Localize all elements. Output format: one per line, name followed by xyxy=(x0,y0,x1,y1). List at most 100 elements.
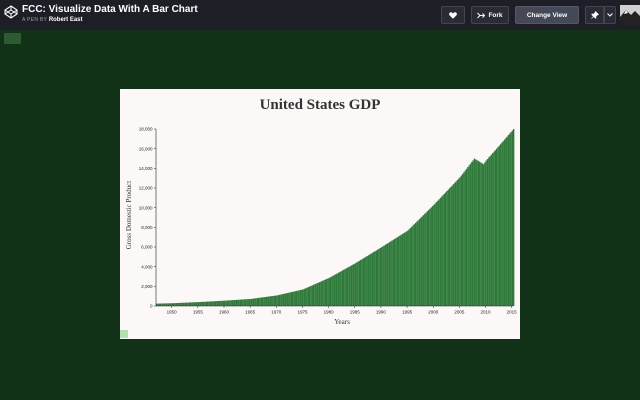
bar-180[interactable] xyxy=(391,240,393,306)
bar-197[interactable] xyxy=(413,224,415,306)
bar-63[interactable] xyxy=(238,299,240,306)
bar-36[interactable] xyxy=(203,301,205,306)
bar-203[interactable] xyxy=(421,216,423,306)
bar-273[interactable] xyxy=(513,129,515,306)
bar-211[interactable] xyxy=(431,206,434,306)
bar-270[interactable] xyxy=(509,133,511,306)
bar-170[interactable] xyxy=(378,248,380,306)
bar-77[interactable] xyxy=(256,298,259,306)
bar-0[interactable] xyxy=(156,303,158,306)
bar-188[interactable] xyxy=(401,233,404,306)
bar-129[interactable] xyxy=(324,279,327,306)
bar-206[interactable] xyxy=(425,212,427,306)
bar-263[interactable] xyxy=(499,144,502,306)
bar-268[interactable] xyxy=(506,136,508,306)
bar-1[interactable] xyxy=(157,303,159,306)
bar-81[interactable] xyxy=(261,297,264,306)
bar-84[interactable] xyxy=(265,296,268,306)
bar-189[interactable] xyxy=(403,233,405,306)
bar-181[interactable] xyxy=(392,239,395,306)
bar-163[interactable] xyxy=(369,254,371,306)
bar-250[interactable] xyxy=(482,164,485,306)
bar-218[interactable] xyxy=(441,196,443,306)
bar-182[interactable] xyxy=(394,238,396,306)
bar-22[interactable] xyxy=(184,302,187,306)
bar-95[interactable] xyxy=(280,294,282,306)
bar-127[interactable] xyxy=(322,280,324,306)
bar-185[interactable] xyxy=(397,236,400,306)
bar-117[interactable] xyxy=(309,286,311,306)
bar-166[interactable] xyxy=(373,252,375,306)
bar-113[interactable] xyxy=(303,288,306,306)
bar-92[interactable] xyxy=(276,295,278,306)
bar-8[interactable] xyxy=(166,303,168,306)
bar-235[interactable] xyxy=(463,172,465,306)
bar-85[interactable] xyxy=(267,296,269,306)
bar-168[interactable] xyxy=(375,250,378,306)
bar-47[interactable] xyxy=(217,301,219,306)
bar-261[interactable] xyxy=(497,147,499,306)
bar-72[interactable] xyxy=(250,298,252,306)
bar-216[interactable] xyxy=(438,199,440,306)
bar-208[interactable] xyxy=(428,209,430,306)
bar-239[interactable] xyxy=(468,165,470,306)
bar-209[interactable] xyxy=(429,208,431,306)
bar-148[interactable] xyxy=(349,266,351,306)
bar-90[interactable] xyxy=(273,295,276,306)
bar-264[interactable] xyxy=(501,142,503,306)
bar-179[interactable] xyxy=(390,241,392,306)
author-link[interactable]: Robert East xyxy=(48,17,83,23)
bar-105[interactable] xyxy=(293,291,295,306)
bar-29[interactable] xyxy=(193,302,196,306)
bar-78[interactable] xyxy=(258,297,260,306)
bar-27[interactable] xyxy=(191,302,193,306)
bar-74[interactable] xyxy=(252,298,255,306)
bar-48[interactable] xyxy=(218,300,221,306)
bar-49[interactable] xyxy=(220,300,222,306)
bar-60[interactable] xyxy=(234,299,236,306)
bar-162[interactable] xyxy=(367,255,370,306)
bar-46[interactable] xyxy=(216,301,218,306)
codepen-logo-icon[interactable] xyxy=(4,5,18,19)
bar-167[interactable] xyxy=(374,251,376,306)
bar-201[interactable] xyxy=(418,219,421,306)
bar-91[interactable] xyxy=(275,295,277,306)
bar-139[interactable] xyxy=(337,272,340,306)
bar-25[interactable] xyxy=(188,302,191,306)
bar-65[interactable] xyxy=(241,299,243,306)
bar-124[interactable] xyxy=(318,282,320,306)
bar-31[interactable] xyxy=(196,302,198,306)
bar-120[interactable] xyxy=(312,284,315,306)
bar-12[interactable] xyxy=(171,303,174,306)
bar-79[interactable] xyxy=(259,297,261,306)
bar-266[interactable] xyxy=(503,139,506,306)
bar-146[interactable] xyxy=(346,267,349,306)
bar-61[interactable] xyxy=(235,299,238,306)
bar-136[interactable] xyxy=(333,274,336,306)
bar-186[interactable] xyxy=(399,235,401,306)
bar-240[interactable] xyxy=(469,163,472,306)
bar-210[interactable] xyxy=(430,207,432,306)
bar-33[interactable] xyxy=(199,302,201,306)
bar-76[interactable] xyxy=(255,298,257,306)
bar-223[interactable] xyxy=(447,189,449,306)
pin-button[interactable] xyxy=(585,6,604,24)
bar-109[interactable] xyxy=(298,290,300,306)
bar-247[interactable] xyxy=(479,161,481,306)
bar-192[interactable] xyxy=(407,230,409,306)
bar-258[interactable] xyxy=(493,151,495,306)
bar-255[interactable] xyxy=(489,156,491,306)
bar-131[interactable] xyxy=(327,278,329,306)
bar-190[interactable] xyxy=(404,232,406,306)
bar-64[interactable] xyxy=(239,299,242,306)
bar-267[interactable] xyxy=(505,138,507,306)
bar-169[interactable] xyxy=(377,249,379,306)
bar-130[interactable] xyxy=(326,279,328,306)
bar-259[interactable] xyxy=(494,150,497,306)
bar-88[interactable] xyxy=(271,296,273,306)
bar-195[interactable] xyxy=(411,226,413,306)
bar-115[interactable] xyxy=(306,287,308,306)
bar-38[interactable] xyxy=(205,301,208,306)
bar-71[interactable] xyxy=(248,299,251,306)
bar-30[interactable] xyxy=(195,302,197,306)
